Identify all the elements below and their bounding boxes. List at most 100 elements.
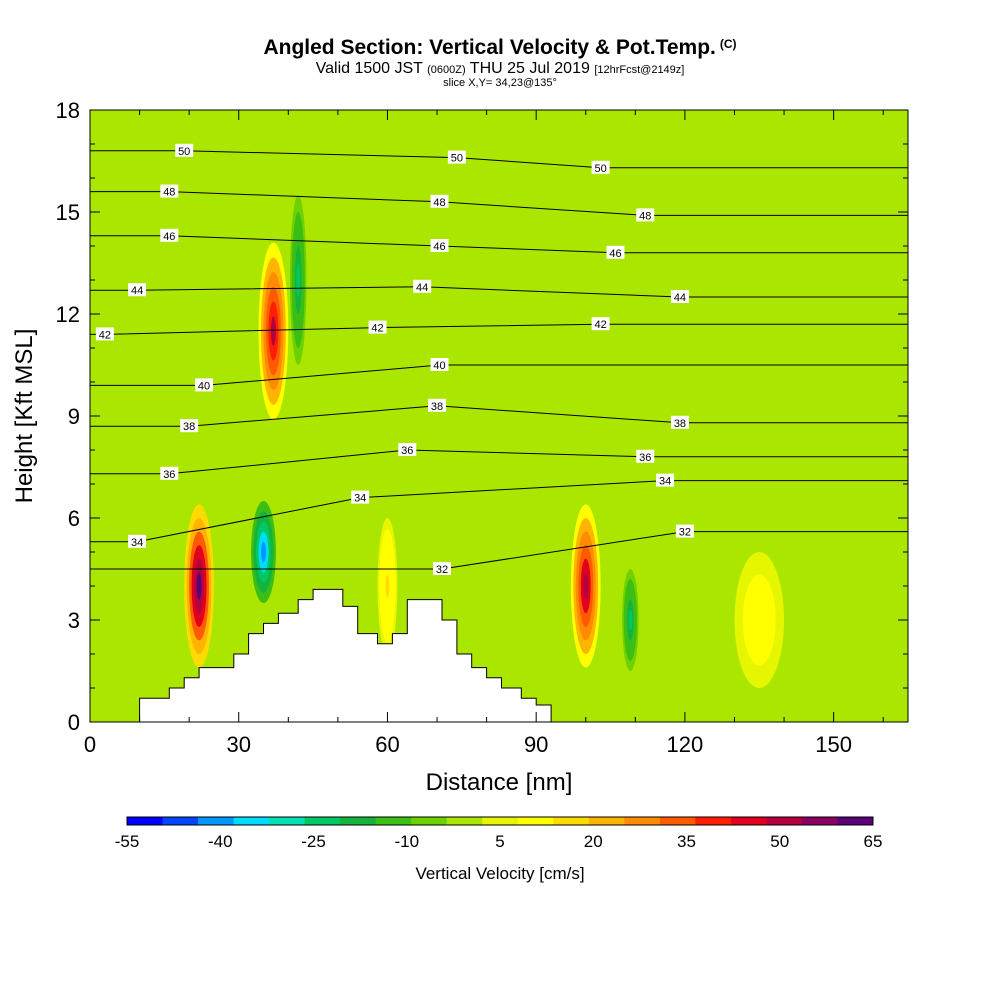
- colorbar-tick-label: 20: [584, 832, 603, 851]
- contour-label-text: 38: [674, 418, 686, 430]
- contour-label-box: [128, 283, 147, 297]
- colorbar-tick-label: 50: [770, 832, 789, 851]
- title-text: Angled Section: Vertical Velocity & Pot.…: [263, 36, 716, 59]
- colorbar-tick-label: 5: [495, 832, 504, 851]
- contour-label-box: [447, 150, 466, 164]
- contour-label-box: [428, 398, 447, 412]
- contour-label: 38: [670, 415, 689, 430]
- contour-label-text: 36: [639, 452, 651, 464]
- contour-label-text: 42: [595, 319, 607, 331]
- velocity-cell: [628, 609, 633, 631]
- y-tick-label: 15: [56, 200, 80, 225]
- colorbar-swatch: [304, 817, 341, 825]
- x-tick-label: 0: [84, 732, 96, 757]
- y-tick-label: 9: [68, 404, 80, 429]
- colorbar-swatch: [624, 817, 661, 825]
- colorbar-tick-label: 35: [677, 832, 696, 851]
- contour-label-box: [591, 160, 610, 174]
- contour-label: 40: [195, 378, 214, 392]
- velocity-cell: [583, 572, 589, 600]
- colorbar-swatch: [233, 817, 270, 825]
- contour-label-box: [160, 466, 179, 480]
- contour-label: 42: [368, 320, 387, 335]
- contour-label: 48: [636, 208, 655, 222]
- colorbar-swatch: [482, 817, 519, 825]
- velocity-cell: [261, 541, 266, 563]
- contour-label: 38: [180, 419, 199, 433]
- terrain-profile: [90, 588, 908, 723]
- contour-label: 34: [351, 490, 370, 505]
- y-tick-label: 12: [56, 302, 80, 327]
- velocity-field: [184, 178, 785, 688]
- colorbar-swatch: [588, 817, 625, 825]
- colorbar: -55 -40 -25 -10 5 20 35 50 65: [115, 816, 883, 851]
- colorbar-tick-label: -25: [301, 832, 326, 851]
- contour-label-box: [591, 317, 610, 331]
- contour-label-box: [606, 245, 625, 259]
- chart-title: Angled Section: Vertical Velocity & Pot.…: [0, 36, 1000, 60]
- contour-label: 50: [175, 143, 194, 158]
- contour-label-text: 48: [163, 187, 175, 199]
- colorbar-tick-label: -10: [394, 832, 419, 851]
- x-tick-label: 30: [226, 732, 250, 757]
- contour-labels: 32 34 34 36 36 38 38 40 40 42 42 42 44 44 44 46 46 46 48 48…: [95, 143, 694, 576]
- colorbar-label: Vertical Velocity [cm/s]: [415, 864, 585, 883]
- contour-label: 48: [160, 184, 179, 199]
- contour-label-box: [180, 419, 199, 433]
- contour-label: 46: [160, 228, 179, 243]
- contour-label: 34: [128, 534, 147, 549]
- contour-label-box: [670, 290, 689, 303]
- y-tick-label: 18: [56, 98, 80, 123]
- contour-label-text: 32: [436, 564, 448, 576]
- y-tick-label: 0: [68, 710, 80, 735]
- contour-label-box: [195, 378, 214, 392]
- contour-label: 50: [447, 150, 466, 165]
- contour-label: 38: [428, 398, 447, 413]
- contour-label-box: [432, 562, 451, 575]
- contour-label-box: [175, 143, 194, 157]
- contour-label-text: 36: [163, 469, 175, 481]
- contour-label-text: 46: [163, 231, 175, 243]
- valid-date: THU 25 Jul 2019: [469, 60, 590, 77]
- terrain: [90, 588, 908, 723]
- colorbar-swatch: [162, 817, 199, 825]
- colorbar-swatch: [517, 817, 554, 825]
- contour-label: 44: [128, 283, 147, 297]
- contour-label-box: [160, 184, 179, 198]
- slice-info: slice X,Y= 34,23@135°: [443, 77, 557, 89]
- contour-label-text: 50: [451, 153, 463, 165]
- contour-label-text: 40: [198, 380, 210, 392]
- contour-label: 40: [430, 358, 449, 372]
- colorbar-swatch: [837, 817, 874, 825]
- contour-label-box: [128, 534, 147, 548]
- velocity-cell: [296, 263, 301, 297]
- colorbar-tick-label: 65: [864, 832, 883, 851]
- contour-label-box: [398, 443, 417, 456]
- colorbar-swatch: [553, 817, 590, 825]
- colorbar-swatch: [375, 817, 412, 825]
- contour-label-box: [636, 449, 655, 463]
- contour-label-text: 48: [639, 210, 651, 222]
- x-tick-label: 120: [667, 732, 704, 757]
- y-tick-label: 3: [68, 608, 80, 633]
- colorbar-swatch: [801, 817, 838, 825]
- contour-label: 32: [675, 524, 694, 539]
- contour-label-text: 44: [674, 292, 686, 304]
- contour-label-box: [368, 320, 387, 334]
- colorbar-swatch: [269, 817, 306, 825]
- contour-label-text: 34: [659, 476, 671, 488]
- x-tick-label: 150: [815, 732, 852, 757]
- contour-label: 34: [656, 473, 675, 488]
- contour-label: 50: [591, 160, 610, 175]
- contour-label-text: 36: [401, 445, 413, 457]
- valid-main: Valid 1500 JST: [315, 60, 423, 77]
- colorbar-swatch: [659, 817, 696, 825]
- x-tick-label: 60: [375, 732, 399, 757]
- contour-label: 36: [160, 466, 179, 481]
- contour-label-text: 38: [431, 401, 443, 413]
- contour-label: 46: [430, 239, 449, 253]
- contour-label-text: 46: [609, 248, 621, 260]
- colorbar-tick-label: -40: [208, 832, 233, 851]
